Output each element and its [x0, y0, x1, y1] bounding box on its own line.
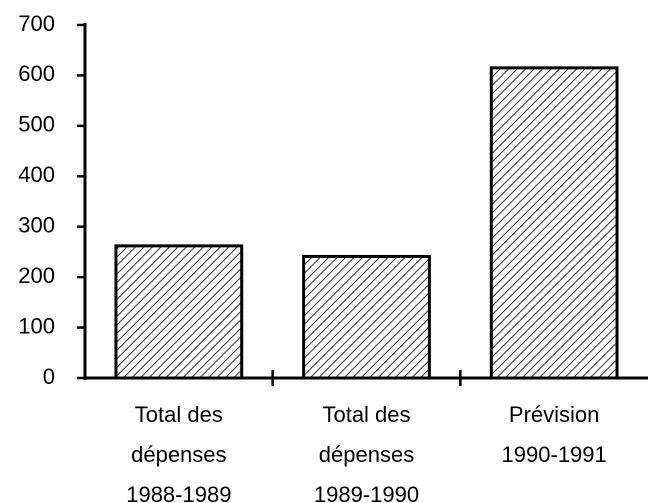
y-tick-label: 700 — [18, 11, 55, 36]
y-tick-label: 500 — [18, 112, 55, 137]
x-tick-label: Total des dépenses 1989-1990 — [313, 402, 420, 503]
y-tick-label: 100 — [18, 313, 55, 338]
bar — [114, 244, 244, 380]
x-tick-label: Total des dépenses 1988-1989 — [126, 402, 232, 503]
bar — [489, 66, 619, 380]
y-tick-label: 600 — [18, 61, 55, 86]
y-tick-label: 400 — [18, 162, 55, 187]
y-tick-label: 300 — [18, 213, 55, 238]
bar — [302, 254, 431, 380]
x-tick-label: Prévision 1990-1991 — [501, 402, 607, 467]
y-tick-label: 0 — [43, 364, 55, 389]
y-tick-label: 200 — [18, 263, 55, 288]
